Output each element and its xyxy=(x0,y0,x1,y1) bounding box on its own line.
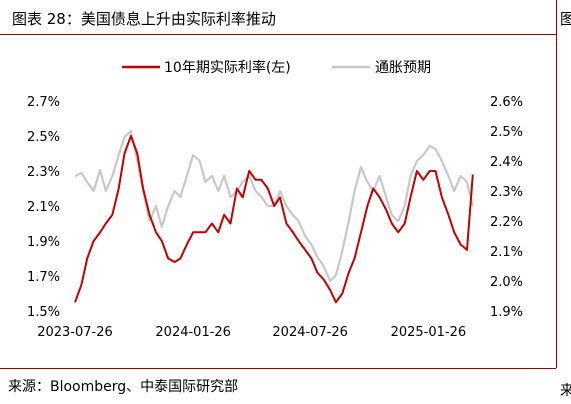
top-rule xyxy=(0,34,556,35)
y-left-tick-label: 2.3% xyxy=(27,165,60,180)
chart-title: 图表 28：美国债息上升由实际利率推动 xyxy=(12,10,276,28)
bottom-rule xyxy=(0,368,556,369)
y-left-tick-label: 2.5% xyxy=(27,130,60,145)
edge-glyph-top: 图 xyxy=(560,10,571,28)
legend: 10年期实际利率(左) 通胀预期 xyxy=(122,59,431,76)
y-left-tick-label: 1.9% xyxy=(27,235,60,250)
legend-label-real-rate: 10年期实际利率(左) xyxy=(164,59,291,76)
source-note: 来源：Bloomberg、中泰国际研究部 xyxy=(8,379,239,395)
chart: 10年期实际利率(左) 通胀预期 2.7% 2.5% 2.3% 2.1% 1.9% 1.7… xyxy=(27,59,523,340)
x-tick-label: 2023-07-26 xyxy=(37,325,113,340)
y-left-tick-label: 2.7% xyxy=(27,95,60,110)
x-tick-label: 2025-01-26 xyxy=(391,325,467,340)
y-right-tick-label: 1.9% xyxy=(490,305,523,320)
y-right-tick-label: 2.2% xyxy=(490,215,523,230)
y-right-tick-label: 2.3% xyxy=(490,185,523,200)
y-right-tick-label: 2.0% xyxy=(490,275,523,290)
x-tick-label: 2024-01-26 xyxy=(155,325,231,340)
y-right-tick-label: 2.6% xyxy=(490,95,523,110)
edge-glyph-bottom: 来 xyxy=(560,383,571,399)
axes: 2.7% 2.5% 2.3% 2.1% 1.9% 1.7% 1.5% 2.6% 2.5% 2.4%… xyxy=(27,95,523,340)
y-left-tick-label: 2.1% xyxy=(27,200,60,215)
x-tick-label: 2024-07-26 xyxy=(272,325,348,340)
y-right-tick-label: 2.4% xyxy=(490,155,523,170)
y-left-tick-label: 1.5% xyxy=(27,305,60,320)
right-border xyxy=(556,0,557,368)
legend-label-inflation: 通胀预期 xyxy=(375,60,431,76)
y-left-tick-label: 1.7% xyxy=(27,270,60,285)
y-right-tick-label: 2.1% xyxy=(490,245,523,260)
series-line-real-rate xyxy=(74,135,474,304)
y-right-tick-label: 2.5% xyxy=(490,125,523,140)
plot-area xyxy=(74,129,474,304)
